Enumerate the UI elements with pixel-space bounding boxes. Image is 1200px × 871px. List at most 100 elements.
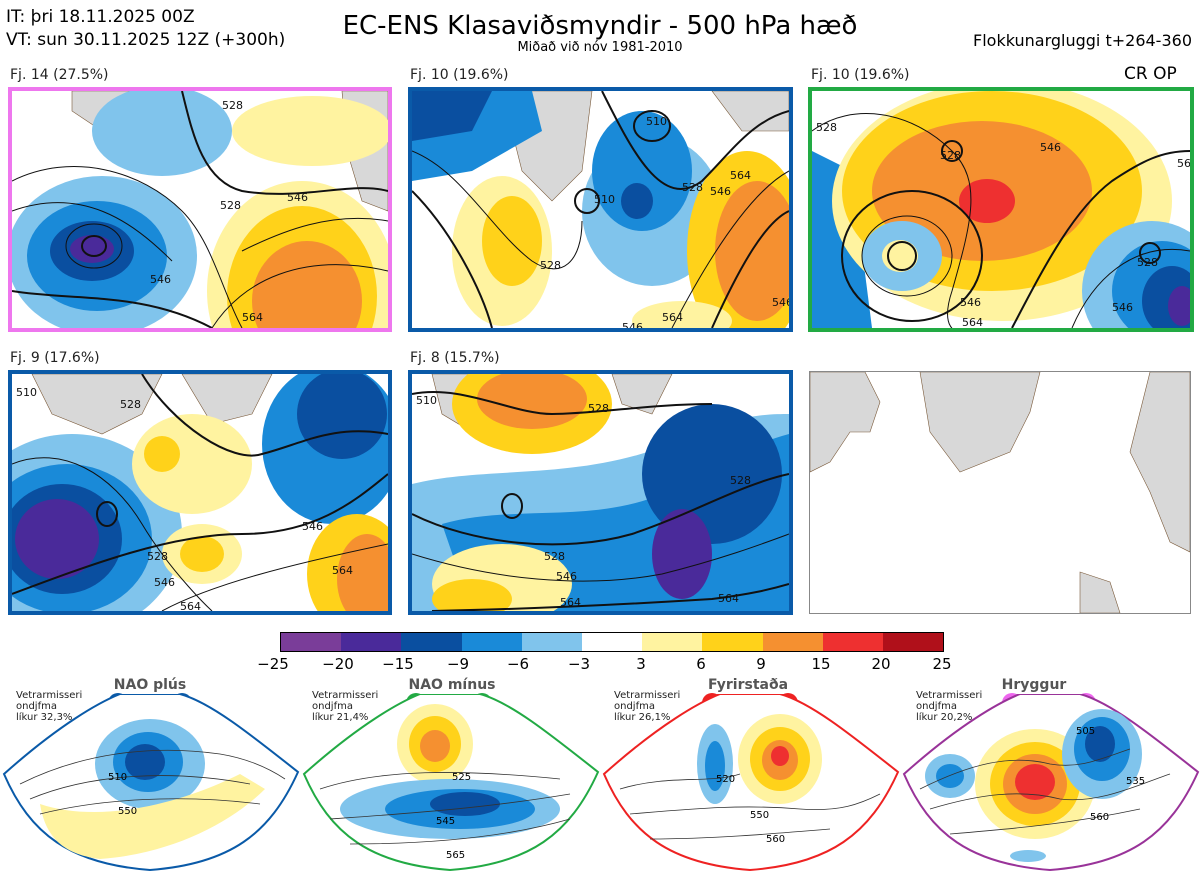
regime-1-note: Vetrarmisseri ondjfma líkur 32,3% <box>16 690 82 723</box>
contour-label: 546 <box>287 191 308 204</box>
contour-label: 546 <box>556 570 577 583</box>
regime-1-name: NAO plús <box>113 677 187 693</box>
contour-label: 528 <box>120 398 141 411</box>
contour-label: 546 <box>1112 301 1133 314</box>
panel-2-label: Fj. 10 (19.6%) <box>410 67 509 83</box>
contour-label: 564 <box>962 316 983 328</box>
colorbar-label: −20 <box>322 655 354 673</box>
colorbar-swatch <box>882 633 944 651</box>
regime-note-line: líkur 21,4% <box>312 712 369 723</box>
regime-3-name: Fyrirstaða <box>707 677 789 693</box>
contour-label: 550 <box>750 810 769 821</box>
cluster-map-4: 510 528 528 546 546 564 564 <box>8 370 392 615</box>
regime-3-map: 520 550 560 <box>602 694 900 871</box>
colorbar-label: −15 <box>382 655 414 673</box>
contour-label: 528 <box>147 550 168 563</box>
panel-3-tag: CR OP <box>1124 64 1177 84</box>
contour-label: 510 <box>108 772 127 783</box>
contour-label: 564 <box>1177 157 1190 170</box>
contour-label: 525 <box>452 772 471 783</box>
contour-label: 564 <box>180 600 201 611</box>
contour-label: 564 <box>242 311 263 324</box>
contour-label: 510 <box>16 386 37 399</box>
regime-note-line: Vetrarmisseri <box>614 690 681 701</box>
cluster-map-3: 528 528 528 546 546 546 564 564 <box>808 87 1194 332</box>
colorbar-label: 6 <box>696 655 706 673</box>
regime-note-line: ondjfma <box>614 701 655 712</box>
contour-label: 564 <box>332 564 353 577</box>
colorbar-swatch <box>702 633 763 651</box>
regime-3-note: Vetrarmisseri ondjfma líkur 26,1% <box>614 690 680 723</box>
empty-map-6 <box>809 371 1191 614</box>
contour-label: 528 <box>682 181 703 194</box>
colorbar-swatch <box>521 633 582 651</box>
colorbar-label: −6 <box>506 655 530 673</box>
contour-label: 528 <box>1137 256 1158 269</box>
contour-label: 546 <box>622 321 643 328</box>
regime-note-line: líkur 20,2% <box>916 712 973 723</box>
regime-note-line: Vetrarmisseri <box>16 690 83 701</box>
contour-label: 510 <box>594 193 615 206</box>
panel-5-label: Fj. 8 (15.7%) <box>410 350 500 366</box>
colorbar-label: 25 <box>932 655 952 673</box>
contour-label: 528 <box>730 474 751 487</box>
land-masses <box>31 374 273 435</box>
regime-1-map: 510 550 <box>2 694 300 871</box>
page-subtitle: Miðað við nóv 1981-2010 <box>517 40 683 55</box>
anomaly-fill <box>12 374 388 611</box>
colorbar-swatch <box>461 633 522 651</box>
colorbar-swatch <box>642 633 703 651</box>
contour-label: 528 <box>816 121 837 134</box>
contour-label: 510 <box>646 115 667 128</box>
anomaly-fill <box>12 91 388 328</box>
colorbar-label: 15 <box>811 655 831 673</box>
contour-label: 546 <box>150 273 171 286</box>
contour-label: 528 <box>544 550 565 563</box>
contour-label: 535 <box>1126 776 1145 787</box>
regime-note-line: líkur 26,1% <box>614 712 671 723</box>
cluster-map-5: 510 528 528 528 546 564 564 <box>408 370 793 615</box>
contour-label: 546 <box>960 296 981 309</box>
colorbar-swatch <box>401 633 462 651</box>
valid-time: VT: sun 30.11.2025 12Z (+300h) <box>6 30 286 50</box>
contour-label: 565 <box>446 850 465 861</box>
regime-note-line: líkur 32,3% <box>16 712 73 723</box>
contour-label: 546 <box>154 576 175 589</box>
panel-4-label: Fj. 9 (17.6%) <box>10 350 100 366</box>
contour-label: 546 <box>772 296 789 309</box>
colorbar-label: 9 <box>756 655 766 673</box>
regime-note-line: Vetrarmisseri <box>916 690 983 701</box>
page-title: EC-ENS Klasaviðsmyndir - 500 hPa hæð <box>342 11 858 41</box>
cluster-map-2: 510 510 528 546 564 564 528 546 546 <box>408 87 793 332</box>
colorbar-label: −9 <box>446 655 470 673</box>
colorbar <box>280 632 944 652</box>
contour-label: 546 <box>1040 141 1061 154</box>
cluster-map-1: 528 528 546 546 564 <box>8 87 392 332</box>
regime-note-line: ondjfma <box>16 701 57 712</box>
contour-label: 564 <box>662 311 683 324</box>
contour-label: 528 <box>220 199 241 212</box>
contour-label: 546 <box>710 185 731 198</box>
contour-label: 564 <box>560 596 581 609</box>
height-contours <box>12 374 388 611</box>
panel-1-label: Fj. 14 (27.5%) <box>10 67 109 83</box>
regime-note-line: ondjfma <box>916 701 957 712</box>
anomaly-fill <box>412 91 789 328</box>
regime-4-note: Vetrarmisseri ondjfma líkur 20,2% <box>916 690 982 723</box>
height-contours <box>412 91 789 328</box>
colorbar-label: 20 <box>871 655 891 673</box>
regime-note-line: ondjfma <box>312 701 353 712</box>
colorbar-swatch <box>341 633 402 651</box>
contour-label: 528 <box>940 149 961 162</box>
regime-2-name: NAO mínus <box>408 677 496 693</box>
colorbar-swatch <box>281 633 342 651</box>
contour-label: 564 <box>718 592 739 605</box>
regime-4-name: Hryggur <box>1001 677 1067 693</box>
land-masses <box>810 372 1190 613</box>
colorbar-label: −25 <box>257 655 289 673</box>
height-contours <box>12 91 388 328</box>
init-time: IT: þri 18.11.2025 00Z <box>6 7 195 27</box>
regime-2-note: Vetrarmisseri ondjfma líkur 21,4% <box>312 690 378 723</box>
contour-label: 520 <box>716 774 735 785</box>
contour-label: 545 <box>436 816 455 827</box>
